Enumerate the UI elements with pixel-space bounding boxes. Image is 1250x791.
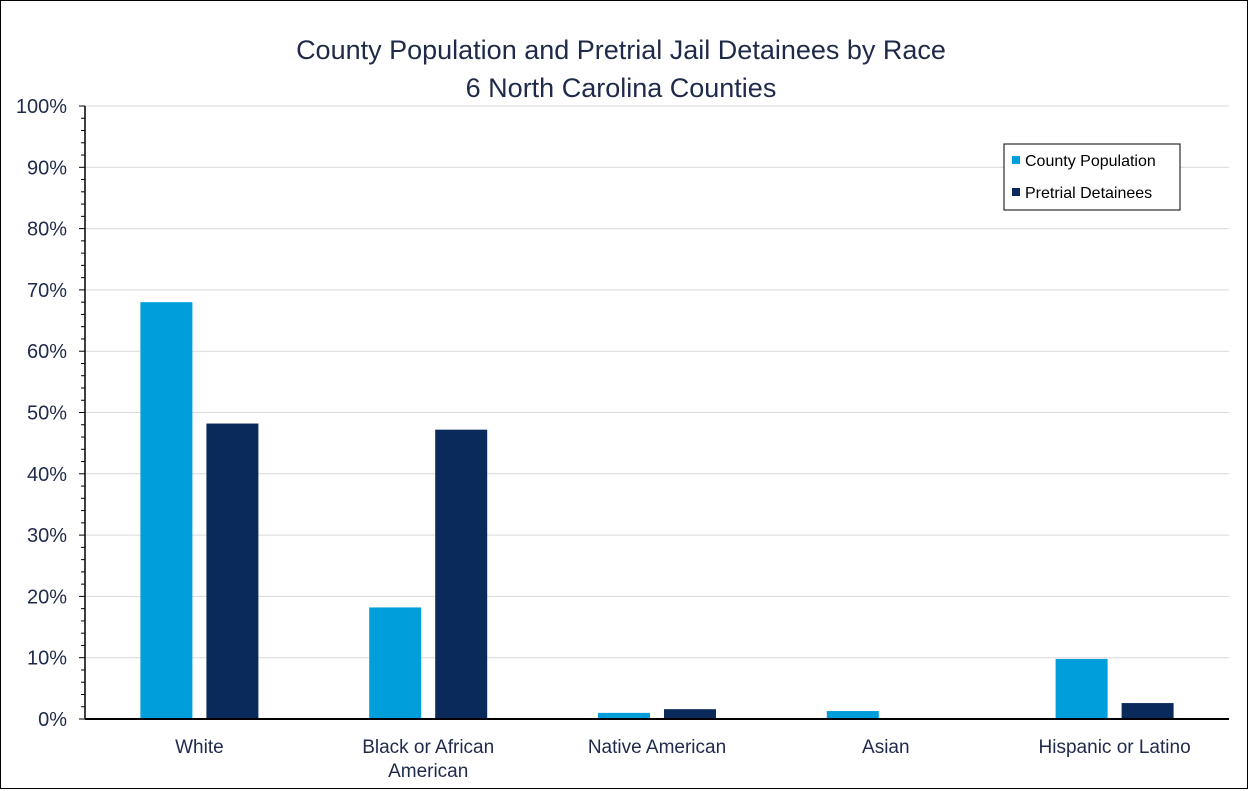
x-category-label: Black or African American xyxy=(362,737,494,782)
bar-pretrial-detainees xyxy=(664,709,716,719)
bar-county-population xyxy=(369,607,422,719)
gridlines xyxy=(85,105,1229,659)
bar-county-population xyxy=(598,712,650,719)
y-tick-label: 100% xyxy=(16,96,67,118)
legend: County Population Pretrial Detainees xyxy=(1003,143,1181,211)
x-category-label-line: Hispanic or Latino xyxy=(1039,737,1191,758)
x-category-label: White xyxy=(175,737,224,758)
bar-pretrial-detainees xyxy=(435,429,488,719)
x-category-label-line: American xyxy=(388,761,468,782)
bars xyxy=(140,302,1174,719)
legend-swatch xyxy=(1012,188,1020,196)
y-tick-label: 60% xyxy=(27,341,67,363)
y-tick-label: 50% xyxy=(27,403,67,425)
legend-swatch xyxy=(1012,156,1020,164)
y-axis: 0% 10% 20% 30% 40% 50% 60% 70% 80% 90% 100% xyxy=(16,96,86,731)
bar-pretrial-detainees xyxy=(1121,703,1174,719)
y-tick-label: 80% xyxy=(27,219,67,241)
y-tick-label: 30% xyxy=(27,525,67,547)
y-tick-label: 90% xyxy=(27,157,67,179)
legend-label: County Population xyxy=(1025,153,1156,170)
bar-county-population xyxy=(826,711,879,719)
legend-box xyxy=(1003,143,1181,211)
chart-subtitle: 6 North Carolina Counties xyxy=(466,73,777,103)
x-category-label-line: White xyxy=(175,737,224,758)
x-category-label-line: Black or African xyxy=(362,737,494,758)
y-tick-label: 70% xyxy=(27,280,67,302)
x-category-label: Asian xyxy=(862,737,910,758)
y-tick-label: 40% xyxy=(27,464,67,486)
x-axis: White Black or African American Native Amer… xyxy=(85,718,1229,782)
bar-county-population xyxy=(1055,658,1108,719)
y-tick-label: 0% xyxy=(38,709,67,731)
x-category-label: Hispanic or Latino xyxy=(1039,737,1191,758)
y-tick-label: 20% xyxy=(27,586,67,608)
y-tick-label: 10% xyxy=(27,648,67,670)
x-category-label: Native American xyxy=(588,737,726,758)
x-category-label-line: Asian xyxy=(862,737,910,758)
bar-county-population xyxy=(140,302,193,719)
legend-label: Pretrial Detainees xyxy=(1025,185,1152,202)
x-category-label-line: Native American xyxy=(588,737,726,758)
chart-title: County Population and Pretrial Jail Deta… xyxy=(296,35,946,65)
bar-pretrial-detainees xyxy=(206,423,259,719)
